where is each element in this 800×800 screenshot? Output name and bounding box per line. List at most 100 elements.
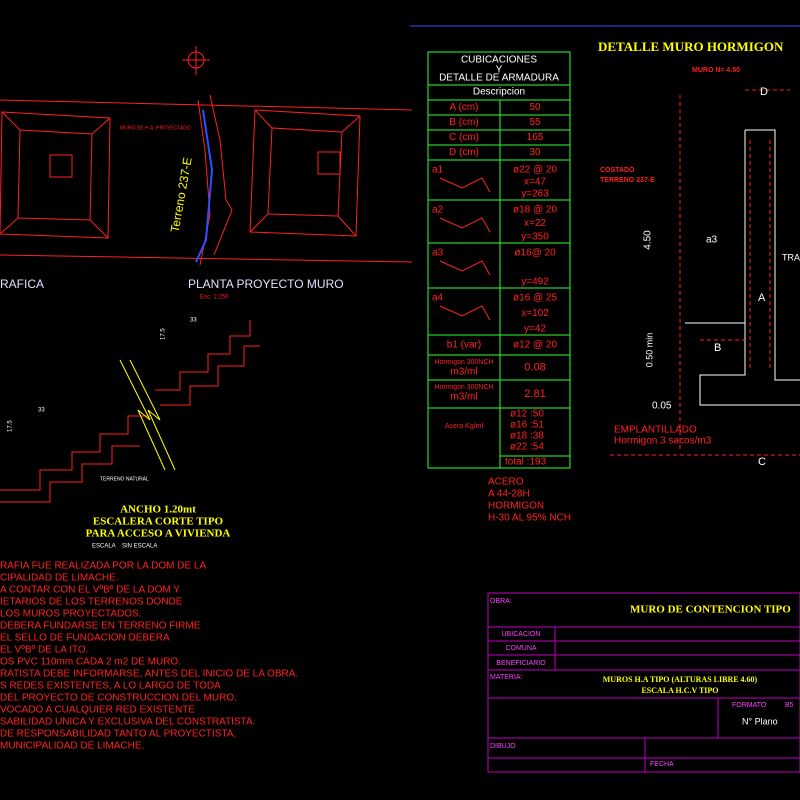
label: 2.81 [524, 388, 545, 400]
label: a3 [432, 248, 444, 259]
label: FECHA [650, 761, 674, 768]
stair-drawing [0, 320, 260, 503]
label: 165 [527, 132, 544, 143]
label: A [758, 292, 766, 304]
bar-shape [439, 177, 491, 193]
detail-dims [610, 89, 800, 456]
label: PARA ACCESO A VIVIENDA [86, 528, 231, 540]
label: COMUNA [505, 645, 536, 652]
label: CUBICACIONES [461, 55, 537, 66]
label: ø16@ 20 [514, 248, 556, 259]
label: S REDES EXISTENTES, A LO LARGO DE TODA [0, 681, 221, 692]
label: UBICACION [502, 631, 541, 638]
label: 0.05 [652, 401, 672, 412]
label: OS PVC 110mm CADA 2 m2 DE MURO. [0, 657, 181, 668]
label: B5 [785, 702, 794, 709]
label: CIPALIDAD DE LIMACHE. [0, 573, 119, 584]
label: 4.50 [643, 230, 654, 250]
bar-shape [439, 217, 491, 233]
label: ø18 :38 [510, 431, 544, 442]
label: y=492 [521, 277, 549, 288]
label: IETARIOS DE LOS TERRENOS DONDE [0, 597, 183, 608]
label: RAFIA FUE REALIZADA POR LA DOM DE LA [0, 561, 206, 572]
label: MURO DE H.A. PROYECTADO [120, 125, 191, 131]
label: D (cm) [449, 147, 479, 158]
label: x=102 [521, 308, 549, 319]
label: 33 [38, 408, 45, 414]
label: Descripcion [473, 87, 525, 98]
label: a1 [432, 165, 444, 176]
label: ø12 :50 [510, 409, 544, 420]
label: C [758, 456, 766, 468]
label: 33 [190, 318, 197, 324]
label: 0.08 [524, 361, 545, 373]
label: ø22 :54 [510, 442, 544, 453]
label: ESCALERA CORTE TIPO [93, 516, 224, 528]
label: MUNICIPALIDAD DE LIMACHE. [0, 741, 144, 752]
label: FORMATO [732, 702, 767, 709]
label: DEL PROYECTO DE CONSTRUCCION DEL MURO. [0, 693, 237, 704]
label: TRA [782, 252, 800, 262]
label: DETALLE MURO HORMIGON [598, 39, 784, 54]
label: ø16 @ 25 [513, 293, 558, 304]
label: Y [496, 65, 503, 76]
label: BENEFICIARIO [496, 660, 546, 667]
label: ø18 @ 20 [513, 205, 558, 216]
label: ANCHO 1.20mt [120, 504, 196, 516]
label: ESCALA [92, 544, 116, 550]
label: OBRA: [490, 598, 512, 605]
table-frame [427, 51, 571, 469]
label: 30 [529, 147, 541, 158]
label: a4 [432, 293, 444, 304]
label: MUROS H.A TIPO (ALTURAS LIBRE 4.60) [603, 675, 758, 684]
label: A (cm) [450, 102, 479, 113]
detail-drawing [685, 129, 800, 406]
label: DE RESPONSABILIDAD TANTO AL PROYECTISTA, [0, 729, 236, 740]
label: 50 [529, 102, 541, 113]
label: Esc. 1:250 [200, 295, 229, 301]
label: RAFICA [0, 277, 44, 291]
label: total :193 [505, 457, 547, 468]
label: Hormigon 300NCH [434, 384, 493, 391]
plan-drawing [0, 46, 413, 266]
label: LOS MUROS PROYECTADOS. [0, 609, 142, 620]
bar-shape [439, 305, 491, 321]
label: RATISTA DEBE INFORMARSE, ANTES DEL INICI… [0, 669, 298, 680]
label: HORMIGON [488, 501, 544, 512]
label: D [760, 86, 768, 98]
label: DETALLE DE ARMADURA [439, 73, 559, 84]
label: TERRENO NATURAL [100, 476, 149, 482]
label: Hormigon 300NCH [434, 359, 493, 366]
label: DEBERA FUNDARSE EN TERRENO FIRME [0, 621, 201, 632]
label: 55 [529, 117, 541, 128]
label: Acero Kg/ml [445, 423, 484, 430]
label: y=350 [521, 232, 549, 243]
label: b1 (var) [447, 340, 481, 351]
label: PLANTA PROYECTO MURO [188, 277, 344, 291]
label: TERRENO 237-E [600, 177, 655, 184]
label: m3/ml [450, 392, 477, 403]
label: COSTADO [600, 167, 635, 174]
title-block-lines [487, 592, 800, 773]
label: x=47 [524, 177, 546, 188]
label: ESCALA H.C.V TIPO [641, 686, 718, 695]
label: 17.5 [8, 420, 14, 432]
label: y=263 [521, 189, 549, 200]
label: H-30 AL 95% NCH [488, 513, 571, 524]
label: B [714, 342, 721, 354]
label: DIBUJO [490, 743, 516, 750]
label: N° Plano [742, 716, 778, 726]
wall-line [195, 109, 214, 263]
label: 0.50 min [644, 333, 654, 368]
label: SIN ESCALA [122, 544, 157, 550]
label: EMPLANTILLADO [614, 425, 697, 436]
label: ø16 :51 [510, 420, 544, 431]
label: ø22 @ 20 [513, 165, 558, 176]
label: EL VºBº DE LA ITO. [0, 645, 88, 656]
label: x=22 [524, 218, 546, 229]
label: MATERIA: [490, 674, 523, 681]
label: MURO N= 4.50 [692, 67, 740, 74]
label: ACERO [488, 477, 524, 488]
